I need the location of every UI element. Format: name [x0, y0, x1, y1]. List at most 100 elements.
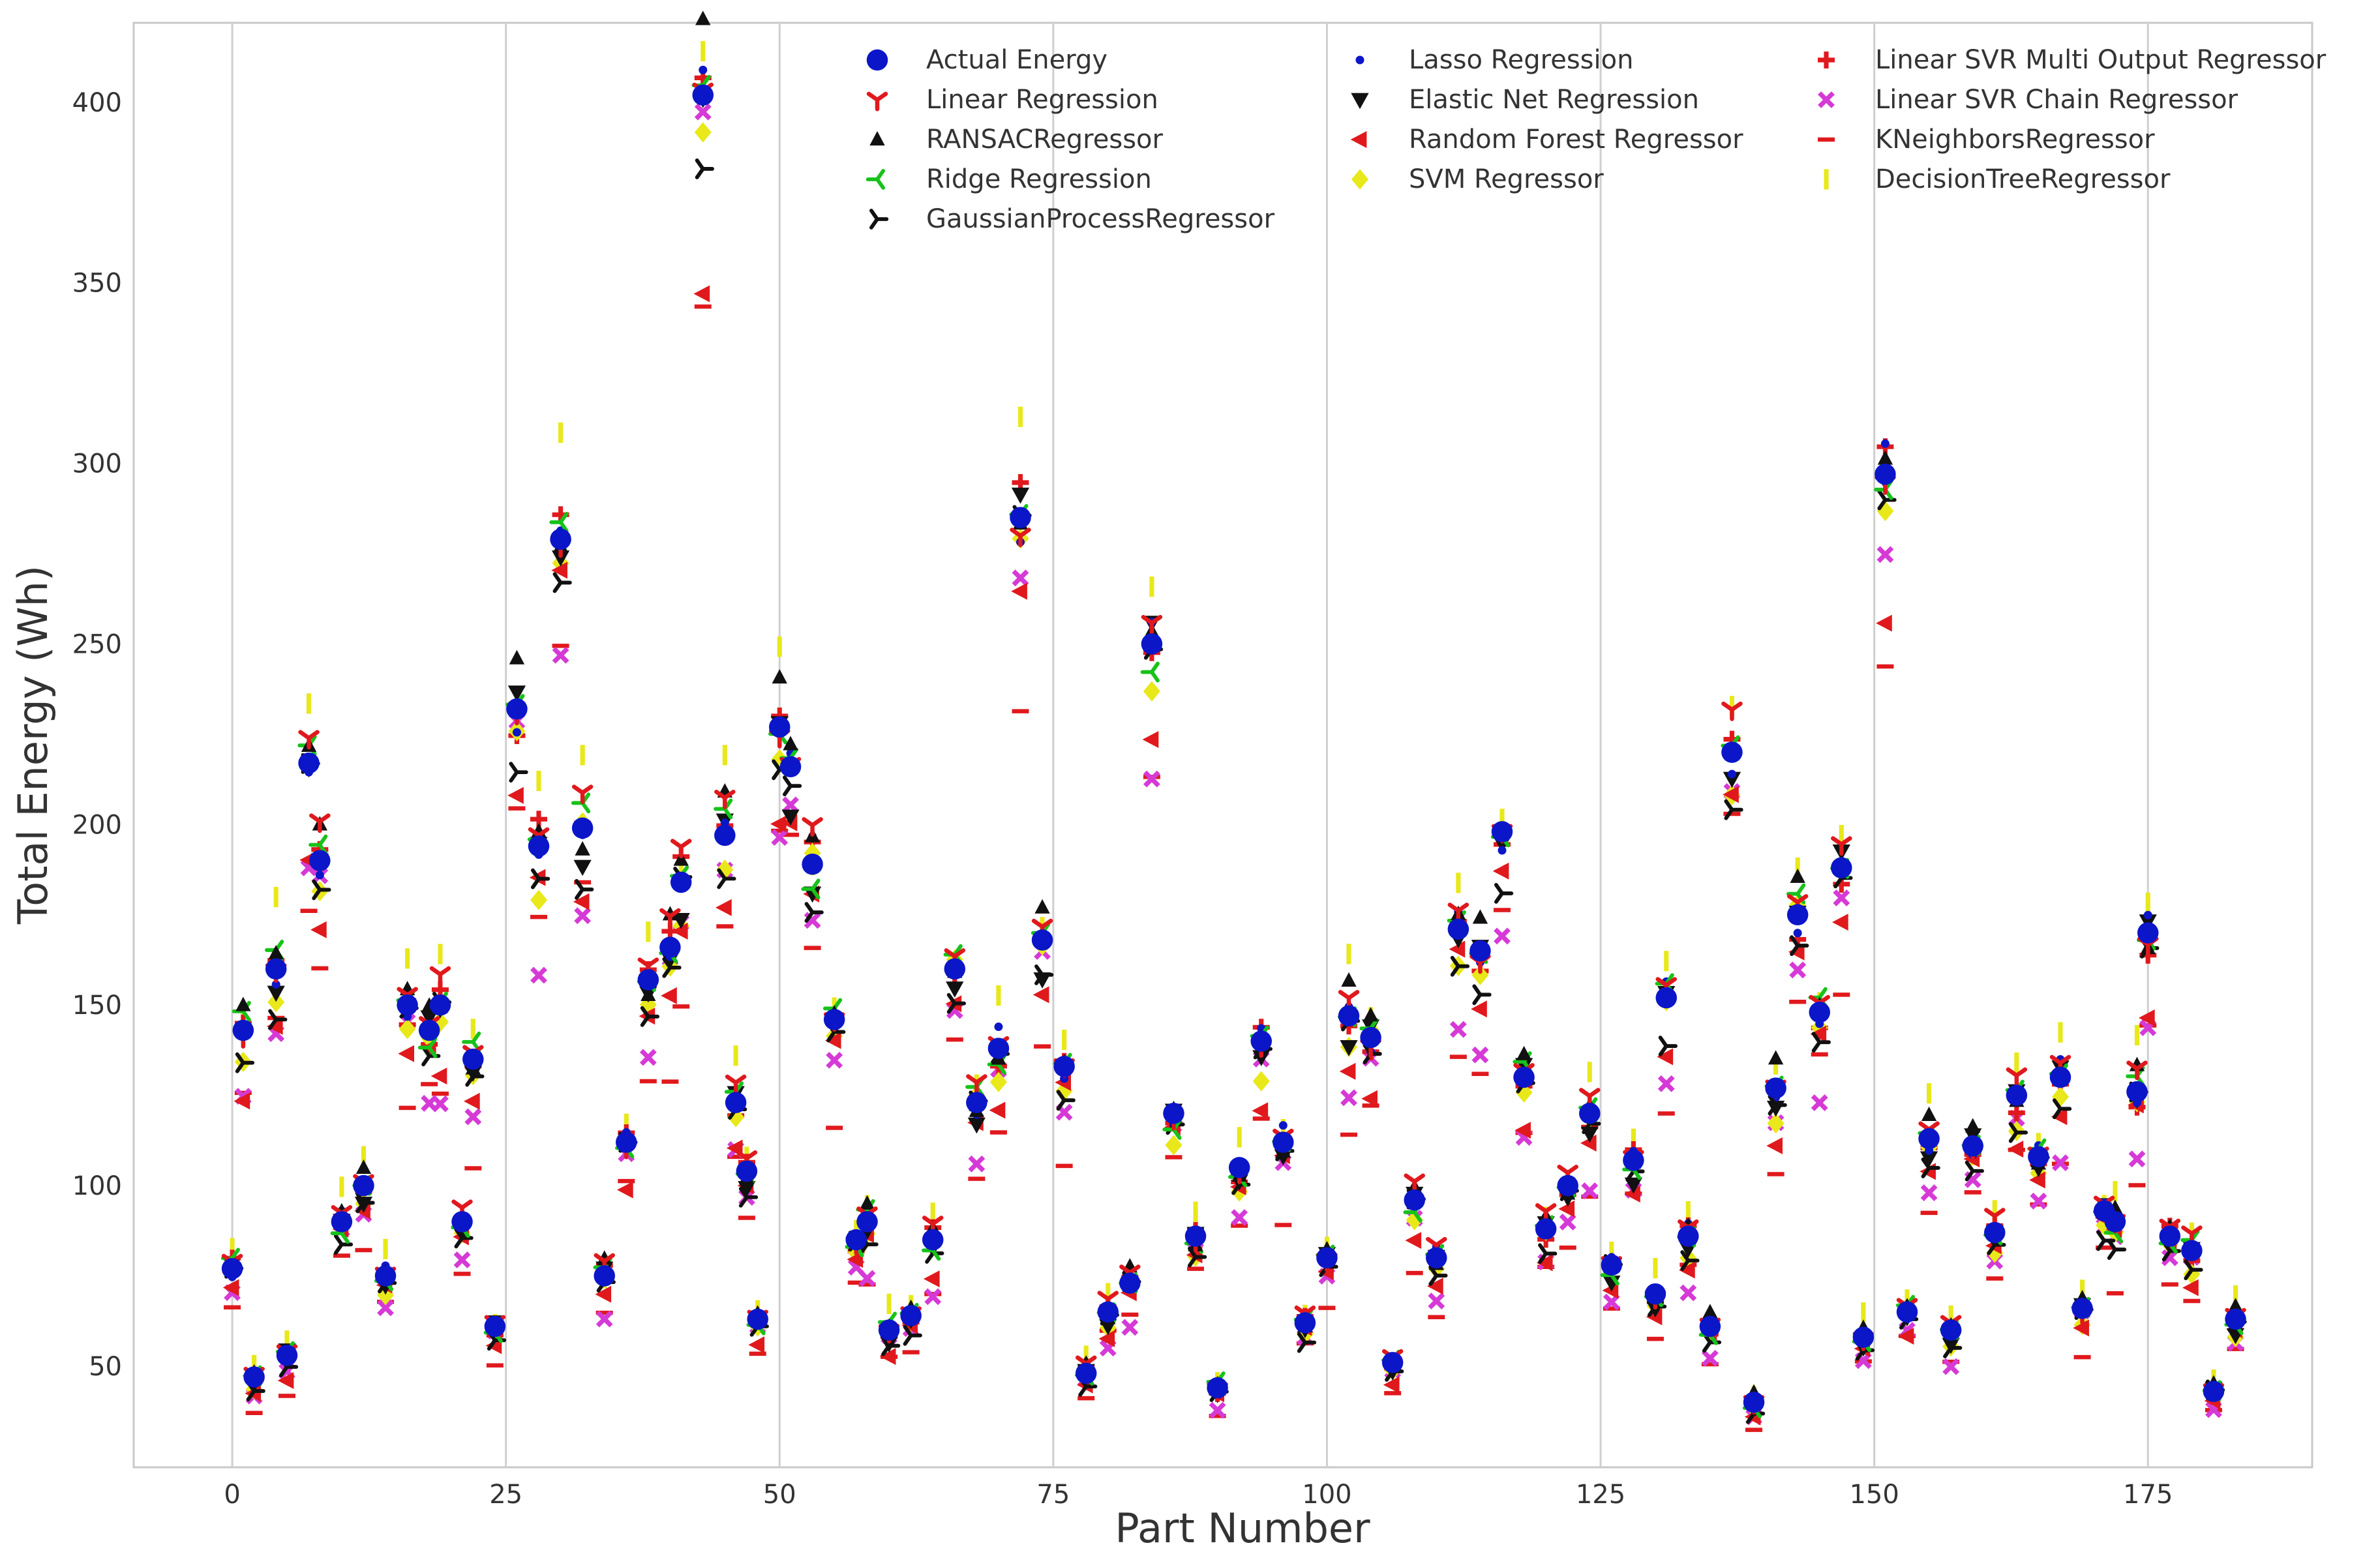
data-point [595, 1310, 613, 1328]
data-point [267, 992, 285, 1013]
data-point [507, 786, 524, 804]
data-point [2182, 1279, 2199, 1296]
data-point [377, 1299, 394, 1317]
data-point [2128, 1150, 2146, 1168]
data-point [1921, 1106, 1937, 1121]
data-point [1231, 1209, 1248, 1226]
data-point [1723, 786, 1739, 803]
data-point [429, 966, 451, 986]
data-point [1581, 1182, 1599, 1200]
data-point [1557, 1174, 1578, 1197]
data-point [1492, 862, 1509, 880]
data-point [2161, 1249, 2178, 1266]
data-point [1447, 903, 1469, 923]
data-point [1405, 1232, 1422, 1249]
data-point [1491, 821, 1513, 843]
data-point [1624, 1177, 1643, 1194]
data-point [1450, 955, 1470, 977]
data-point [265, 958, 287, 980]
data-point [966, 1092, 987, 1113]
data-point [1833, 889, 1850, 906]
data-point [1536, 1254, 1553, 1272]
data-point [1768, 1050, 1784, 1065]
data-point [1790, 868, 1805, 883]
data-point [1790, 935, 1809, 957]
data-point [1228, 1157, 1250, 1178]
data-point [1920, 1184, 1938, 1201]
x-tick-label: 50 [763, 1480, 796, 1510]
data-point [550, 528, 571, 550]
legend-label: Elastic Net Regression [1409, 85, 1699, 115]
data-point [1984, 1221, 2006, 1244]
data-point [1877, 450, 1893, 465]
data-point [670, 871, 692, 893]
data-point [1119, 1272, 1141, 1294]
data-point [429, 994, 451, 1016]
data-point [2052, 1154, 2069, 1171]
data-point [879, 1348, 896, 1366]
legend-entry: SVM Regressor [1351, 164, 1604, 194]
data-point [552, 572, 572, 593]
data-points [220, 10, 2247, 1432]
data-point [1498, 846, 1507, 855]
data-point [856, 1211, 878, 1233]
data-point [772, 668, 787, 684]
legend-label: Lasso Regression [1409, 45, 1633, 75]
data-point [573, 859, 592, 876]
data-point [309, 850, 331, 871]
legend-entry: GaussianProcessRegressor [869, 204, 1275, 234]
data-point [355, 1159, 372, 1174]
data-point [717, 868, 736, 889]
data-point [1852, 1326, 1875, 1348]
data-point [1579, 1103, 1601, 1124]
data-point [1721, 741, 1743, 763]
data-point [1449, 940, 1466, 958]
data-point [1141, 633, 1163, 655]
data-point [672, 912, 690, 929]
data-point [397, 994, 418, 1016]
data-point [2104, 1211, 2126, 1233]
data-point [417, 1037, 438, 1058]
data-point [2071, 1298, 2093, 1319]
y-axis-ticks: 50 100 150 200 250 300 350 400 [72, 88, 122, 1382]
data-point [989, 1071, 1007, 1092]
data-point [1793, 929, 1802, 938]
x-tick-label: 150 [1849, 1480, 1899, 1510]
y-tick-label: 300 [72, 449, 122, 479]
x-axis-ticks: 0 25 50 75 100 125 150 175 [224, 1480, 2173, 1510]
data-point [716, 899, 732, 916]
data-point [1011, 582, 1027, 600]
data-point [823, 1009, 845, 1030]
data-point [2181, 1240, 2203, 1261]
x-tick-label: 100 [1302, 1480, 1351, 1510]
data-point [659, 936, 681, 958]
data-point [1381, 1352, 1404, 1373]
data-point [1918, 1128, 1940, 1150]
data-point [1940, 1319, 1962, 1341]
data-point [783, 736, 798, 751]
data-point [594, 1265, 615, 1287]
data-point [692, 84, 714, 106]
x-tick-label: 75 [1036, 1480, 1070, 1510]
legend-marker [869, 209, 889, 230]
data-point [826, 1051, 843, 1069]
data-point [1727, 770, 1736, 779]
legend-entry: Linear SVR Multi Output Regressor [1818, 45, 2327, 75]
data-point [738, 1181, 756, 1197]
data-point [484, 1315, 506, 1337]
data-point [2007, 1141, 2024, 1158]
data-point [720, 818, 729, 828]
data-point [315, 871, 324, 880]
data-point [1943, 1337, 1963, 1358]
data-point [1053, 1056, 1075, 1077]
data-point [670, 839, 692, 859]
data-point [725, 1074, 747, 1094]
data-point [1877, 489, 1897, 511]
data-point [1404, 1189, 1425, 1211]
data-point [987, 1038, 1010, 1059]
data-point [1184, 1225, 1207, 1247]
data-point [1011, 487, 1030, 504]
data-point [1786, 904, 1809, 926]
data-point [968, 1155, 986, 1173]
legend-entry: Elastic Net Regression [1351, 85, 1699, 115]
